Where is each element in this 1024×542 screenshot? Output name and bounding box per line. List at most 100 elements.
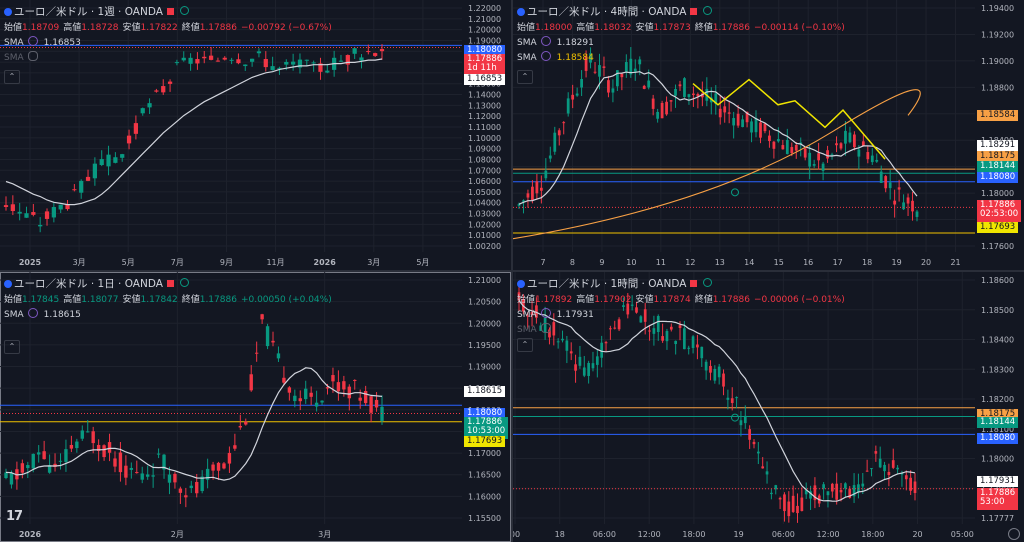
candle-body [866,152,870,160]
zigzag-line [692,78,886,160]
candle-body [147,103,152,108]
candle-body [291,61,296,65]
candle-body [31,453,35,469]
sma-legend-2[interactable]: SMA 1.18584 [517,51,594,63]
candle-body [37,452,41,455]
sma-line [5,58,383,206]
chart-canvas[interactable]: 1.210001.205001.200001.195001.190001.185… [0,272,511,542]
x-tick-label: 18 [862,258,872,267]
collapse-legend-button[interactable]: ⌃ [517,338,533,352]
candle-body [113,458,117,467]
candle-body [582,367,586,376]
indicator-settings-icon[interactable] [27,36,38,46]
candle-body [162,454,166,470]
price-tag-value: 1.16853 [467,74,503,84]
chart-panel-daily[interactable]: 1.210001.205001.200001.195001.190001.185… [0,272,511,542]
candle-body [318,63,323,72]
candle-body [900,473,904,475]
x-tick-label: 17 [833,258,843,267]
candle-body [208,55,214,60]
collapse-legend-button[interactable]: ⌃ [4,70,20,84]
candle-body [47,465,52,473]
sma-legend-2[interactable]: SMA [517,323,557,335]
candle-body [844,130,847,144]
x-tick-label: 20 [912,530,922,539]
event-marker-icon[interactable] [731,188,739,197]
candle-body [748,429,751,440]
indicator-settings-icon[interactable] [27,308,38,318]
collapse-legend-button[interactable]: ⌃ [4,340,20,354]
candle-body [584,56,588,71]
candle-body [178,488,183,493]
candle-body [713,368,717,381]
candle-body [249,58,255,62]
x-tick-label: 14 [744,258,754,267]
ohlc-label: 高値 [63,295,82,305]
candle-body [233,445,237,449]
price-tag-value: 1.18080 [467,45,503,55]
sma-legend[interactable]: SMA 1.17931 [517,308,594,320]
candle-body [607,80,610,93]
price-tag-countdown: 10:53:00 [467,426,506,436]
chart-canvas[interactable]: 1.194001.192001.190001.188001.186001.184… [513,0,1024,270]
hidden-eye-icon[interactable] [27,51,38,61]
x-tick-label: 2025 [19,258,42,267]
candle-body [756,451,760,454]
chart-panel-4h[interactable]: 1.194001.192001.190001.188001.186001.184… [513,0,1024,270]
event-marker-icon[interactable] [731,413,739,422]
candle-body [660,102,664,119]
flag-icon[interactable] [166,280,174,287]
sma2-name: SMA [517,325,537,335]
candle-body [709,365,712,373]
candle-body [124,465,128,478]
sma-value: 1.16853 [43,38,81,48]
sma-name: SMA [517,310,537,320]
hidden-eye-icon[interactable] [540,323,551,333]
indicator-settings-icon[interactable] [540,51,551,61]
price-tag-value: 1.18080 [980,172,1016,182]
panel-divider-horizontal[interactable] [0,270,1024,272]
candle-body [229,59,234,61]
sma-legend-2[interactable]: SMA [4,51,44,63]
sma-legend[interactable]: SMA 1.16853 [4,36,81,48]
candle-body [379,49,385,52]
candle-body [345,55,350,65]
sma-legend[interactable]: SMA 1.18291 [517,36,594,48]
settings-gear-icon[interactable] [1008,528,1020,540]
flag-icon[interactable] [166,8,174,15]
y-tick-label: 1.17777 [981,514,1014,523]
x-tick-label: 3月 [318,530,331,539]
candle-body [120,154,125,158]
candle-body [263,59,268,68]
indicator-settings-icon[interactable] [540,308,551,318]
x-tick-label: 2月 [171,530,184,539]
y-tick-label: 1.18000 [981,455,1014,464]
candle-body [565,340,569,351]
candle-body [822,484,825,489]
candle-body [687,94,691,97]
candle-body [195,481,199,494]
candle-body [691,336,695,348]
candle-body [656,111,660,119]
candle-body [639,316,643,323]
collapse-legend-button[interactable]: ⌃ [517,70,533,84]
ohlc-change: +0.00050 (+0.04%) [240,295,332,305]
sma-legend[interactable]: SMA 1.18615 [4,308,81,320]
candle-body [678,325,682,328]
ohlc-label: 始値 [517,295,536,305]
ohlc-label: 安値 [635,23,654,33]
x-tick-label: 11 [656,258,666,267]
chart-canvas[interactable]: 1.18600 1.18500 1.18400 1.18300 1.18200 1.181… [513,272,1024,542]
price-tag-value: 1.17886 [980,488,1016,498]
chart-panel-1h[interactable]: 1.18600 1.18500 1.18400 1.18300 1.18200 1.181… [513,272,1024,542]
y-tick-label: 1.04000 [468,199,501,208]
flag-icon[interactable] [690,280,698,287]
chart-panel-weekly[interactable]: 1.220001.210001.200001.190001.180001.170… [0,0,511,270]
candle-body [804,490,808,495]
indicator-settings-icon[interactable] [540,36,551,46]
ohlc-change: −0.00792 (−0.67%) [240,23,332,33]
flag-icon[interactable] [690,8,698,15]
candle-body [373,53,378,56]
candle-body [830,154,834,156]
y-tick-label: 1.22000 [468,4,501,13]
